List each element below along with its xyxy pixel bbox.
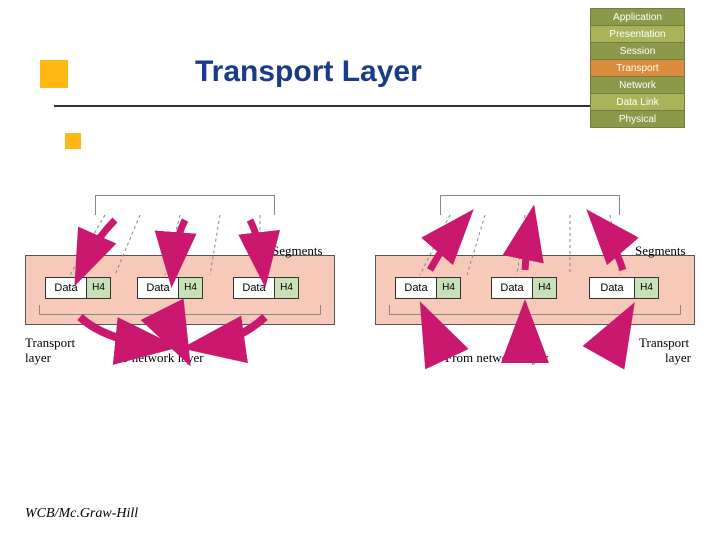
- osi-layer-data-link: Data Link: [590, 93, 685, 111]
- osi-layer-presentation: Presentation: [590, 25, 685, 43]
- osi-layer-physical: Physical: [590, 110, 685, 128]
- osi-layer-transport: Transport: [590, 59, 685, 77]
- sub-bullet-icon: [65, 133, 81, 149]
- osi-stack: ApplicationPresentationSessionTransportN…: [590, 8, 685, 127]
- osi-layer-network: Network: [590, 76, 685, 94]
- osi-layer-application: Application: [590, 8, 685, 26]
- osi-layer-session: Session: [590, 42, 685, 60]
- slide-title: Transport Layer: [195, 55, 422, 89]
- right-arrows: [375, 195, 705, 395]
- title-bullet-icon: [40, 60, 68, 88]
- transport-diagram: Data H4 Data H4 Data H4 Segments Transpo…: [25, 195, 695, 415]
- left-arrows: [25, 195, 345, 395]
- footer-credit: WCB/Mc.Graw-Hill: [25, 506, 138, 522]
- title-underline: [54, 105, 620, 107]
